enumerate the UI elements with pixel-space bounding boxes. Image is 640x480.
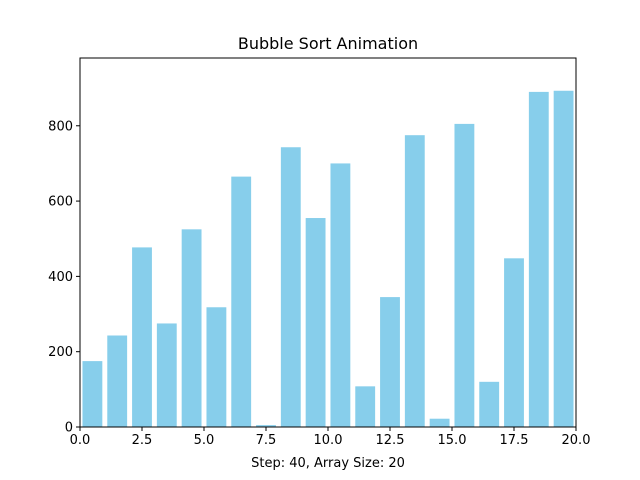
bar [330,163,351,427]
bar [156,323,177,427]
x-tick-label: 15.0 [438,433,467,448]
x-tick-label: 5.0 [194,433,215,448]
bar [206,307,227,427]
y-tick-label: 400 [48,270,73,285]
x-tick-label: 10.0 [314,433,343,448]
bar [181,229,202,427]
bar [429,418,450,427]
x-tick-label: 7.5 [256,433,277,448]
bar [454,123,475,428]
y-tick-label: 800 [48,119,73,134]
chart-title: Bubble Sort Animation [238,34,418,53]
bar [132,247,152,427]
bar [553,90,574,427]
x-tick-label: 12.5 [376,433,405,448]
bar [479,381,500,427]
bar [380,297,400,427]
x-axis-label: Step: 40, Array Size: 20 [251,456,405,471]
bar [355,386,376,427]
bar [82,361,103,427]
x-tick-label: 17.5 [500,433,529,448]
bar [107,335,128,427]
x-tick-label: 20.0 [562,433,591,448]
bar [504,258,524,427]
y-tick-label: 600 [48,195,73,210]
bars-group [82,90,574,428]
bar [404,135,425,427]
y-axis: 0 200 400 600 800 [48,119,80,436]
bar [280,147,301,427]
plot-frame [79,57,577,428]
y-tick-label: 0 [65,421,73,436]
x-tick-label: 0.0 [70,433,91,448]
x-axis: 0.0 2.5 5.0 7.5 10.0 12.5 15.0 17.5 20.0 [70,427,591,448]
bar [231,176,252,427]
y-tick-label: 200 [48,345,73,360]
bar [305,218,326,427]
bar [528,91,549,427]
bar [256,425,276,427]
x-tick-label: 2.5 [132,433,153,448]
